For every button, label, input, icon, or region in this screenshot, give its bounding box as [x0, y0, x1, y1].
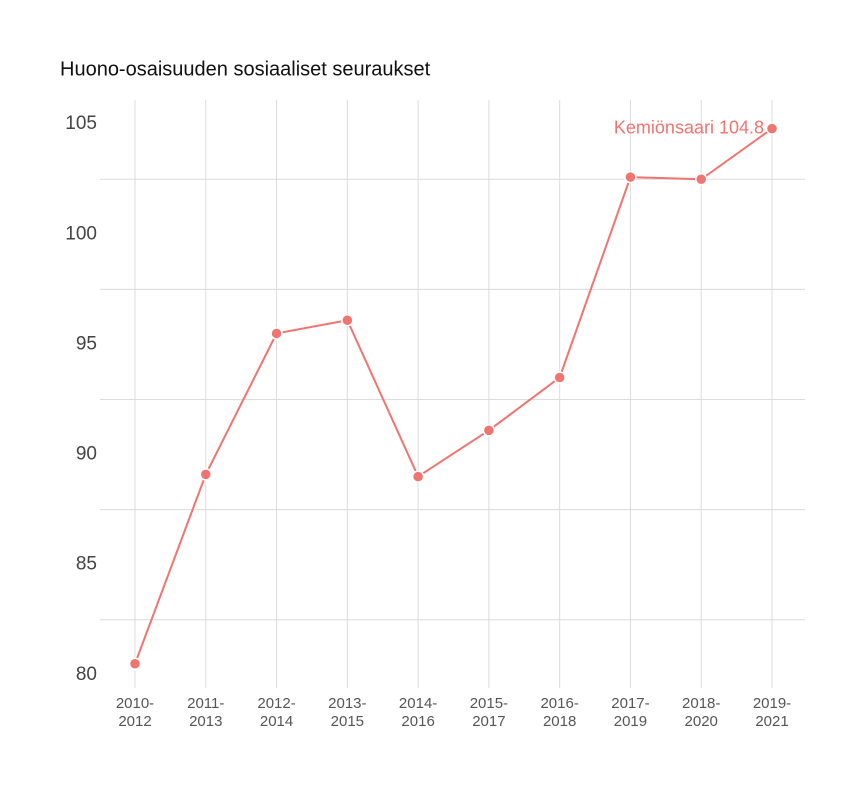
point: [341, 313, 354, 327]
point: [128, 657, 142, 671]
point: [411, 470, 425, 483]
x-tick-label: 2014- 2016: [398, 695, 438, 730]
x-tick-label: 2018- 2020: [682, 695, 721, 730]
x-tick-label: 2019- 2021: [752, 695, 792, 730]
point: [694, 173, 708, 186]
point: [270, 327, 283, 340]
point: [624, 170, 637, 184]
point: [765, 122, 779, 135]
series-name: Kemiönsaari: [614, 117, 714, 137]
chart-title: Huono-osaisuuden sosiaaliset seuraukset: [60, 58, 431, 80]
x-tick-label: 2011- 2013: [187, 695, 225, 730]
y-tick-label: 85: [76, 554, 97, 575]
line: [134, 127, 773, 665]
point: [553, 371, 566, 384]
y-tick-label: 80: [76, 664, 97, 685]
y-tick-label: 95: [76, 333, 97, 354]
y-tick-label: 90: [76, 444, 97, 465]
point: [482, 424, 496, 437]
y-tick-label: 105: [65, 113, 97, 134]
x-tick-label: 2016- 2018: [540, 695, 579, 730]
x-tick-label: 2012- 2014: [257, 695, 296, 730]
value-label: 104.8: [719, 117, 764, 137]
x-tick-label: 2015- 2017: [469, 695, 509, 730]
x-tick-label: 2010- 2012: [115, 695, 155, 730]
point: [199, 468, 213, 481]
x-tick-label: 2013- 2015: [328, 695, 367, 730]
y-tick-label: 100: [65, 223, 97, 244]
end-label: Kemiönsaari 104.8: [614, 117, 764, 137]
x-tick-label: 2017- 2019: [611, 695, 650, 730]
